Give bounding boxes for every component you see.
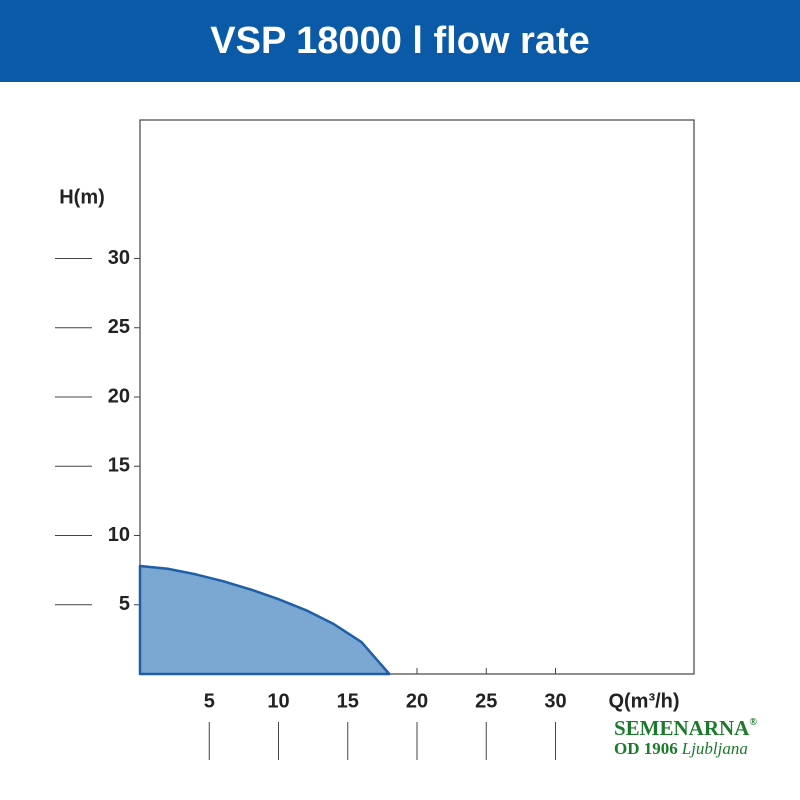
y-axis-label: H(m) [59,186,105,208]
y-tick-label: 20 [108,385,130,407]
logo-text: SEMENARNA [614,716,750,740]
x-tick-label: 25 [475,690,497,712]
logo-since: OD 1906 [614,739,678,758]
logo-name: SEMENARNA® [614,716,757,740]
x-tick-label: 30 [544,690,566,712]
logo-city: Ljubljana [681,739,748,758]
header-band [0,0,800,82]
area [138,564,391,676]
chart-title: VSP 18000 l flow rate [210,20,590,62]
y-tick-label: 25 [108,316,130,338]
y-tick-label: 15 [108,455,130,477]
x-tick-label: 20 [406,690,428,712]
logo-tagline: OD 1906 Ljubljana [614,739,748,758]
x-tick-label: 5 [204,690,215,712]
x-tick-label: 15 [337,690,359,712]
y-tick-label: 5 [119,593,130,615]
x-axis-label: Q(m³/h) [608,690,679,712]
y-tick-label: 30 [108,247,130,269]
y-tick-label: 10 [108,524,130,546]
x-tick-label: 10 [267,690,289,712]
logo-mark: ® [749,717,757,728]
